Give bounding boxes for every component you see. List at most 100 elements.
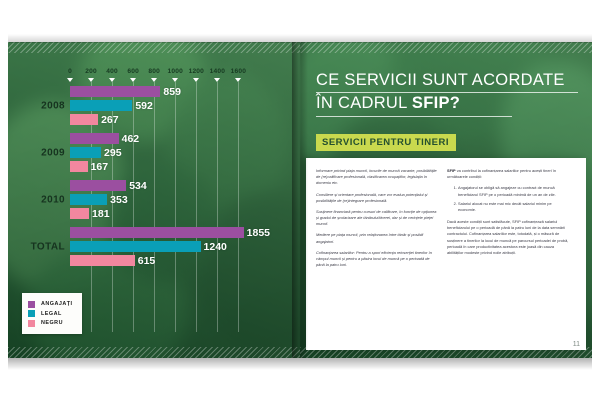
spread-bottom-shadow <box>8 358 592 370</box>
x-axis-tick-label: 1400 <box>209 68 226 75</box>
bar-value-label: 592 <box>135 99 153 112</box>
x-axis-tick-mark <box>172 78 179 82</box>
x-axis-tick-label: 600 <box>127 68 139 75</box>
bar-row: 534 <box>70 179 270 192</box>
service-paragraph: Susținere financiară pentru cursuri de c… <box>316 208 437 227</box>
bar-row: 267 <box>70 114 270 126</box>
bar-angajați <box>70 86 161 97</box>
employment-bar-chart: 0 200 400 600 800 1000 1200 1400 1600 2008 859 592… <box>8 42 300 358</box>
bar-group-label: TOTAL <box>30 241 65 252</box>
body-right-column: SFIP va contribui la cofinanțarea salari… <box>447 168 578 342</box>
service-paragraph: Consiliere și orientare profesională, ca… <box>316 191 428 203</box>
bar-value-label: 181 <box>92 207 110 220</box>
chart-x-axis: 0 200 400 600 800 1000 1200 1400 1600 <box>67 68 270 84</box>
bar-value-label: 534 <box>129 179 147 192</box>
legend-label-angajati: ANGAJAȚI <box>41 301 73 307</box>
bar-value-label: 295 <box>104 146 122 159</box>
x-axis-tick-label: 1200 <box>188 68 205 75</box>
bar-row: 462 <box>70 133 270 145</box>
gridline <box>133 82 135 332</box>
legend-swatch-legal <box>28 310 35 317</box>
bar-angajați <box>70 227 244 238</box>
page-hatch-top <box>300 42 592 53</box>
bar-negru <box>70 161 88 172</box>
conditions-intro: SFIP va contribui la cofinanțarea salari… <box>447 168 569 180</box>
x-axis-tick-label: 1600 <box>230 68 247 75</box>
bar-group-label: 2009 <box>41 147 65 158</box>
body-text-panel: Informare privind piața muncii, locurile… <box>306 158 586 350</box>
bar-value-label: 1240 <box>203 240 227 253</box>
conditions-list: Angajatorul se obligă să angajeze cu con… <box>447 185 569 213</box>
gridline <box>217 82 219 332</box>
bar-legal <box>70 147 102 158</box>
gridline <box>175 82 177 332</box>
bar-row: 181 <box>70 207 270 220</box>
bar-row: 592 <box>70 99 270 112</box>
gridline <box>112 82 114 332</box>
legend-label-negru: NEGRU <box>41 320 63 326</box>
bar-legal <box>70 100 133 111</box>
legend-item: NEGRU <box>28 319 73 327</box>
service-paragraph: Cofinanțarea salariilor: Pentru a spori … <box>316 249 432 268</box>
bar-group: 2009 462 295 167 <box>41 133 270 173</box>
x-axis-tick-label: 1000 <box>167 68 183 75</box>
page-hatch-bottom <box>8 347 300 358</box>
bar-group-label: 2010 <box>41 194 65 205</box>
bar-row: 167 <box>70 160 270 173</box>
service-paragraph: Mediere pe piața muncii, prin relaționar… <box>316 232 424 244</box>
bar-negru <box>70 114 99 125</box>
left-page: 0 200 400 600 800 1000 1200 1400 1600 2008 859 592… <box>8 42 300 358</box>
right-page: CE SERVICII SUNT ACORDATE ÎN CADRUL SFIP… <box>300 42 592 358</box>
bar-negru <box>70 255 135 266</box>
bar-row: 615 <box>70 254 270 267</box>
bar-negru <box>70 208 90 219</box>
legend-swatch-angajati <box>28 300 35 308</box>
condition-item: Angajatorul se obligă să angajeze cu con… <box>458 185 569 197</box>
x-axis-tick-mark <box>67 78 73 82</box>
page-title-line-2-bold: SFIP? <box>411 94 461 113</box>
title-rule-2 <box>316 115 512 117</box>
bar-angajați <box>70 133 119 144</box>
page-title-line-1: CE SERVICII SUNT ACORDATE <box>316 71 565 89</box>
bar-legal <box>70 241 201 252</box>
gridline <box>196 82 198 332</box>
gridline <box>91 82 93 332</box>
page-number: 11 <box>572 341 580 348</box>
bar-row: 859 <box>70 86 270 98</box>
legend-item: LEGAL <box>28 310 73 317</box>
gridline <box>154 82 156 332</box>
x-axis-tick-mark <box>214 78 221 82</box>
bar-group: 2010 534 353 181 <box>41 179 270 220</box>
conditions-intro-rest: va contribui la cofinanțarea salariilor … <box>447 168 556 180</box>
bar-row: 295 <box>70 146 270 159</box>
gridline <box>238 82 240 332</box>
bar-row: 1855 <box>70 227 270 239</box>
closing-paragraph: Dacă aceste condiții sunt satisfăcute, S… <box>447 219 569 255</box>
page-title-line-2-plain: ÎN CADRUL <box>316 94 412 113</box>
sfip-keyword: SFIP <box>447 168 456 173</box>
page-title: CE SERVICII SUNT ACORDATE ÎN CADRUL SFIP… <box>316 70 578 117</box>
legend-label-legal: LEGAL <box>41 310 62 317</box>
bar-group: TOTAL 1855 1240 615 <box>31 227 270 267</box>
x-axis-tick-mark <box>88 78 95 82</box>
bar-group: 2008 859 592 267 <box>41 86 270 126</box>
x-axis-tick-mark <box>130 78 137 82</box>
x-axis-tick-label: 0 <box>68 68 72 75</box>
bar-legal <box>70 194 108 205</box>
page-hatch-bottom <box>300 347 592 358</box>
bar-value-label: 615 <box>137 254 156 267</box>
spread-top-shadow <box>8 34 592 43</box>
page-hatch-top <box>8 42 300 53</box>
x-axis-tick-mark <box>235 78 242 82</box>
bar-value-label: 167 <box>90 160 109 173</box>
condition-item: Salariul alocat nu este mai mic decât sa… <box>458 201 569 213</box>
legend-swatch-negru <box>28 319 35 327</box>
bar-row: 353 <box>70 193 270 206</box>
x-axis-tick-mark <box>193 78 200 82</box>
service-paragraph: Informare privind piața muncii, locurile… <box>316 168 437 186</box>
bar-value-label: 353 <box>110 193 128 206</box>
bar-group-label: 2008 <box>41 100 65 111</box>
x-axis-tick-mark <box>151 78 158 82</box>
bar-row: 1240 <box>70 240 270 253</box>
